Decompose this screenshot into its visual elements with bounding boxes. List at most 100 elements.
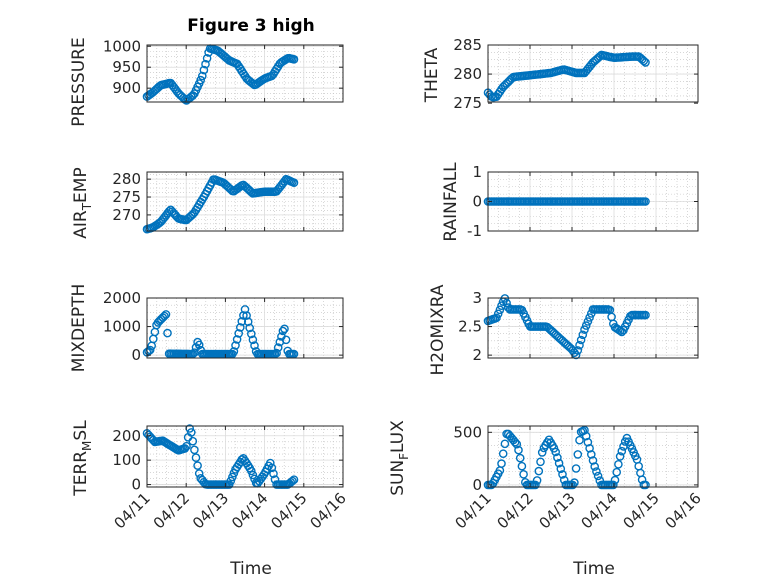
data-point (278, 326, 288, 336)
y-tick-label: 275 (453, 94, 482, 112)
data-point (532, 476, 542, 485)
data-point (587, 450, 596, 459)
data-point (186, 428, 196, 437)
data-point (590, 462, 600, 471)
data-point (246, 466, 256, 476)
data-point (191, 453, 201, 463)
ylabel-pressure: PRESSURE (69, 37, 89, 126)
panel-theta: 275 280 285 (453, 36, 699, 112)
data-point (609, 480, 618, 490)
y-tick-label: 200 (112, 427, 141, 445)
data-point (502, 298, 511, 308)
data-point (558, 470, 567, 479)
data-point (531, 480, 540, 490)
data-point (289, 178, 299, 187)
panel-pressure: 900 950 1000 (103, 37, 344, 105)
data-point (515, 453, 525, 463)
data-point (250, 341, 259, 350)
data-point (226, 476, 236, 486)
data-point (190, 445, 199, 455)
panel-mixdepth: 0 1000 2000 (103, 289, 344, 364)
data-point (269, 469, 278, 479)
data-point (202, 54, 212, 63)
xlabel-left: Time (229, 559, 272, 579)
data-point (585, 313, 594, 322)
data-point (517, 461, 527, 471)
y-tick-label: 1000 (103, 318, 141, 336)
data-point (534, 466, 544, 476)
data-point (235, 323, 245, 332)
data-point (576, 335, 586, 345)
y-tick-label: 0 (472, 193, 482, 211)
panel-h2omixra: 22.53 (458, 289, 699, 364)
ylabel-h2omixra: H2OMIXRA (428, 284, 448, 375)
data-point (588, 456, 598, 465)
data-point (514, 445, 523, 455)
ylabel-air-temp: AIRTEMP (71, 167, 94, 238)
data-point (245, 323, 254, 333)
data-point (641, 197, 650, 206)
data-point (580, 425, 589, 435)
data-point (592, 467, 601, 476)
data-point (573, 450, 583, 459)
y-tick-label: 1 (472, 163, 482, 181)
data-point (510, 437, 520, 447)
ylabel-theta: THETA (422, 47, 442, 103)
data-point (614, 459, 623, 469)
data-point (580, 325, 589, 334)
data-point (234, 329, 243, 338)
axes-box (487, 297, 699, 359)
data-point (201, 59, 210, 69)
y-tick-label: 2.5 (458, 318, 482, 336)
data-point (612, 467, 622, 477)
data-point (194, 340, 204, 350)
data-point (265, 458, 275, 468)
data-point (248, 335, 258, 345)
data-point (568, 480, 578, 490)
y-tick-label: 285 (453, 36, 482, 54)
x-tick-label: 04/16 (662, 489, 705, 532)
data-point (163, 328, 172, 338)
x-tick-label: 04/13 (189, 489, 232, 532)
y-tick-label: 1000 (103, 37, 141, 55)
ylabel-sun-flux: SUNFLUX (388, 420, 411, 496)
data-point (229, 347, 239, 356)
y-tick-label: 0 (472, 476, 482, 494)
data-point (556, 464, 566, 474)
data-point (272, 348, 281, 358)
data-point (495, 305, 505, 315)
data-point (288, 476, 297, 486)
data-point (231, 341, 240, 350)
ylabel-rainfall: RAINFALL (441, 162, 461, 242)
x-tick-label: 04/16 (307, 489, 350, 532)
x-tick-label: 04/11 (452, 489, 495, 532)
data-point (492, 313, 501, 323)
data-point (641, 58, 650, 67)
data-point (617, 446, 627, 456)
data-point (197, 71, 207, 81)
data-point (246, 329, 256, 339)
y-tick-label: 280 (112, 170, 141, 188)
data-point (571, 464, 581, 473)
y-tick-label: 500 (453, 423, 482, 441)
data-point (583, 437, 593, 447)
data-point (536, 457, 545, 467)
data-point (161, 310, 171, 319)
data-point (551, 447, 561, 457)
x-tick-label: 04/15 (267, 489, 310, 532)
y-tick-label: 280 (453, 65, 482, 83)
axes-box (487, 44, 699, 103)
data-point (639, 56, 649, 66)
data-point (615, 326, 625, 336)
ylabel-terr-msl: TERRMSL (71, 420, 94, 497)
x-tick-label: 04/11 (111, 489, 154, 532)
data-point (581, 431, 591, 441)
data-point (164, 206, 174, 216)
data-point (610, 475, 620, 485)
data-point (575, 435, 584, 445)
x-tick-label: 04/12 (494, 489, 537, 532)
data-point (498, 449, 508, 459)
